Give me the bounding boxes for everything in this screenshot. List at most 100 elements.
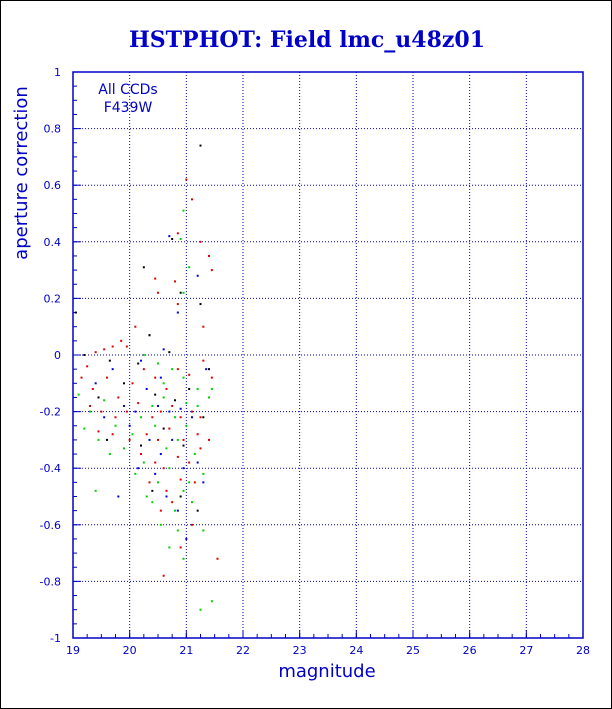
data-point — [157, 481, 159, 484]
data-point — [208, 396, 210, 399]
x-tick-label: 22 — [236, 644, 250, 657]
data-point — [174, 280, 176, 283]
data-point — [171, 237, 174, 240]
data-point — [174, 399, 176, 402]
data-point — [168, 351, 171, 354]
data-point — [171, 368, 174, 371]
data-point — [182, 444, 185, 447]
data-point — [202, 416, 205, 419]
data-point — [94, 382, 97, 385]
data-point — [202, 325, 205, 328]
data-point — [74, 311, 77, 314]
data-point — [196, 433, 199, 436]
data-point — [103, 348, 106, 351]
data-point — [199, 608, 202, 611]
data-point — [191, 501, 193, 504]
data-point — [210, 269, 213, 272]
data-point — [179, 495, 182, 498]
data-point — [140, 359, 142, 362]
data-point — [202, 481, 205, 484]
data-point — [176, 311, 179, 314]
data-point — [162, 427, 165, 430]
data-point — [89, 404, 91, 407]
data-point — [179, 546, 182, 549]
data-point — [145, 387, 148, 390]
data-point — [151, 404, 154, 407]
data-point — [179, 478, 182, 481]
data-point — [191, 523, 193, 526]
chart-title: HSTPHOT: Field lmc_u48z01 — [129, 27, 485, 53]
data-point — [103, 399, 106, 402]
data-point — [123, 404, 125, 407]
data-point — [154, 277, 157, 280]
data-point — [188, 461, 191, 464]
data-point — [134, 410, 137, 413]
data-point — [208, 438, 210, 441]
data-point — [162, 348, 165, 351]
y-axis-title: aperture correction — [11, 86, 32, 260]
data-point — [103, 416, 106, 419]
data-point — [199, 240, 202, 243]
data-point — [80, 376, 83, 379]
data-point — [117, 495, 120, 498]
data-point — [131, 382, 134, 385]
data-point — [196, 387, 199, 390]
y-tick-label: -0.8 — [40, 575, 61, 588]
y-tick-label: 1 — [54, 66, 61, 79]
data-point — [140, 416, 142, 419]
data-point — [191, 410, 193, 413]
y-tick-label: 0.6 — [44, 179, 62, 192]
data-point — [131, 433, 134, 436]
data-point — [171, 438, 174, 441]
data-point — [182, 209, 185, 212]
x-tick-label: 20 — [123, 644, 137, 657]
data-point — [179, 291, 182, 294]
data-point — [182, 438, 185, 441]
y-tick-label: -0.4 — [40, 462, 61, 475]
data-point — [142, 368, 145, 371]
data-point — [165, 387, 168, 390]
data-point — [154, 461, 157, 464]
data-point — [94, 351, 97, 354]
data-point — [199, 447, 202, 450]
data-point — [185, 537, 188, 540]
data-point — [216, 557, 219, 560]
data-point — [157, 362, 159, 365]
data-point — [86, 365, 89, 368]
y-tick-label: -0.6 — [40, 519, 61, 532]
data-point — [140, 444, 142, 447]
data-point — [157, 438, 159, 441]
data-point — [176, 438, 179, 441]
data-point — [193, 481, 196, 484]
data-point — [182, 376, 185, 379]
data-point — [154, 472, 157, 475]
data-point — [199, 144, 202, 147]
data-point — [106, 438, 108, 441]
data-point — [159, 523, 162, 526]
data-point — [114, 424, 117, 427]
data-point — [174, 509, 176, 512]
data-point — [196, 274, 199, 277]
data-point — [168, 546, 171, 549]
data-point — [208, 254, 210, 257]
data-point — [97, 438, 100, 441]
data-point — [168, 410, 171, 413]
data-point — [188, 481, 191, 484]
data-point — [210, 387, 213, 390]
data-point — [151, 416, 154, 419]
data-point — [159, 410, 162, 413]
data-point — [128, 424, 131, 427]
data-point — [188, 387, 191, 390]
data-point — [114, 416, 117, 419]
data-point — [176, 509, 179, 512]
data-point — [179, 237, 182, 240]
annotation-filter: F439W — [104, 100, 153, 116]
data-point — [94, 489, 97, 492]
data-point — [165, 447, 168, 450]
x-tick-label: 27 — [519, 644, 533, 657]
data-point — [154, 393, 157, 396]
x-axis-title: magnitude — [278, 661, 375, 682]
data-point — [106, 376, 108, 379]
data-point — [128, 438, 131, 441]
